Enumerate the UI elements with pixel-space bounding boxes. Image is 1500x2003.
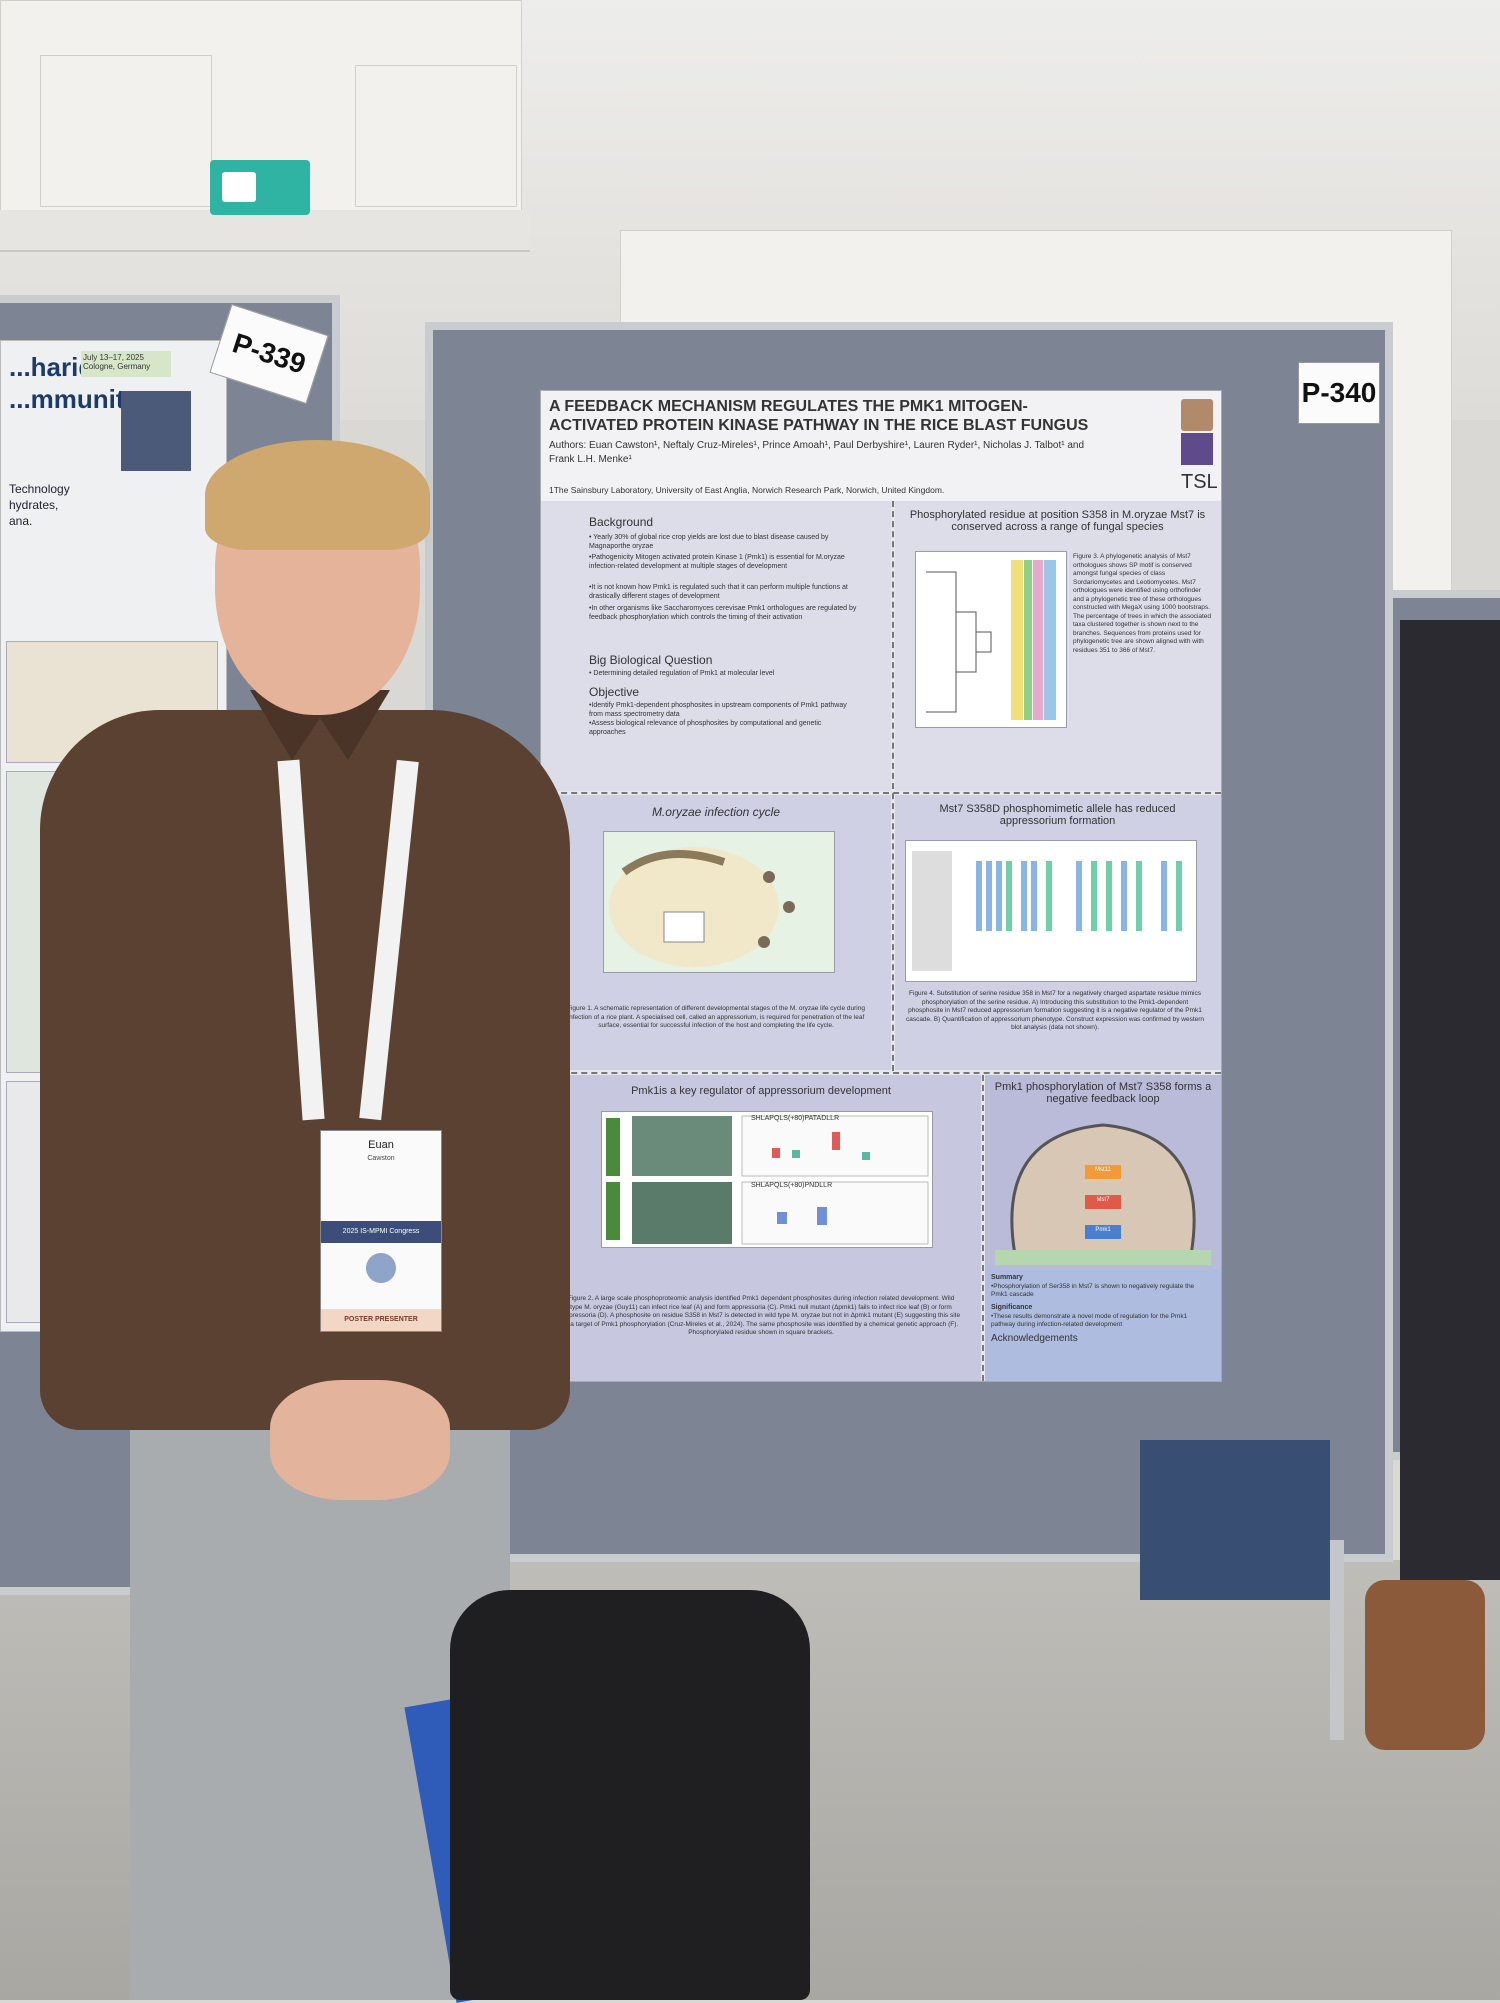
background-bullet: •In other organisms like Saccharomyces c… (589, 605, 857, 621)
phospho-figure-icon (606, 1115, 929, 1245)
infection-cycle-section: M.oryzae infection cycle Figure 1. A sch… (541, 795, 891, 1070)
feedback-heading: Pmk1 phosphorylation of Mst7 S358 forms … (994, 1081, 1212, 1105)
big-question-text: • Determining detailed regulation of Pmk… (589, 670, 775, 677)
background-bullet: •It is not known how Pmk1 is regulated s… (589, 584, 848, 600)
badge-surname: Cawston (367, 1155, 395, 1162)
significance-heading: Significance (991, 1304, 1033, 1311)
section-divider (541, 792, 1221, 794)
phylogenetic-tree-figure (915, 551, 1067, 728)
phospho-sequence-bottom: SHLAPQLS(+80)PNDLLR (751, 1182, 833, 1189)
section-divider (982, 1075, 984, 1381)
pmk1-regulator-figure (601, 1111, 933, 1248)
brown-bag (1365, 1580, 1485, 1750)
objective-text: •Identify Pmk1-dependent phosphosites in… (589, 702, 847, 736)
mst7-heading: Mst7 S358D phosphomimetic allele has red… (939, 803, 1176, 827)
exit-sign-icon (210, 160, 310, 215)
background-person (1400, 620, 1500, 1580)
pmk1-regulator-caption: Figure 2. A large scale phosphoproteomic… (561, 1295, 961, 1336)
phospho-sequence-top: SHLAPQLS(+80)PATADLLR (751, 1115, 840, 1122)
node-mst11: Mst11 (1095, 1167, 1111, 1173)
objective-heading: Objective (589, 685, 640, 699)
wall-vent (40, 55, 212, 207)
poster-number-tag: P-340 (1298, 362, 1380, 424)
node-pmk1: Pmk1 (1095, 1227, 1111, 1233)
phylogenetic-tree-icon (926, 560, 1056, 720)
poster-header: A FEEDBACK MECHANISM REGULATES THE PMK1 … (541, 391, 1221, 501)
left-poster-photo (121, 391, 191, 471)
backpack (450, 1590, 810, 2000)
section-divider (892, 501, 894, 1071)
badge-role: POSTER PRESENTER (344, 1316, 418, 1323)
badge-event: 2025 IS-MPMI Congress (342, 1228, 420, 1235)
left-poster-affiliation: Technology hydrates, ana. (9, 482, 70, 528)
person-hands (270, 1380, 450, 1500)
background-person-legs (1140, 1440, 1330, 1600)
section-divider (541, 1072, 1221, 1074)
background-bullet: • Yearly 30% of global rice crop yields … (589, 534, 829, 550)
background-heading: Background (589, 515, 654, 529)
badge-footer: POSTER PRESENTER (321, 1309, 441, 1331)
pmk1-regulator-section: Pmk1is a key regulator of appressorium d… (541, 1075, 981, 1381)
pmk1-regulator-heading: Pmk1is a key regulator of appressorium d… (631, 1085, 891, 1097)
significance-text: •These results demonstrate a novel mode … (991, 1313, 1188, 1328)
poster-title: A FEEDBACK MECHANISM REGULATES THE PMK1 … (549, 398, 1089, 434)
left-poster-date: July 13–17, 2025 Cologne, Germany (81, 351, 171, 377)
name-badge: Euan Cawston 2025 IS-MPMI Congress POSTE… (320, 1130, 442, 1332)
feedback-loop-diagram-icon (995, 1123, 1211, 1265)
badge-band: 2025 IS-MPMI Congress (321, 1221, 441, 1243)
life-cycle-diagram-icon (604, 832, 834, 972)
acknowledgements-heading: Acknowledgements (991, 1333, 1078, 1344)
infection-cycle-figure (603, 831, 835, 973)
phylogeny-heading: Phosphorylated residue at position S358 … (909, 509, 1206, 533)
poster-affiliation: 1The Sainsbury Laboratory, University of… (549, 485, 945, 495)
big-question-heading: Big Biological Question (589, 653, 713, 667)
summary-box: Summary •Phosphorylation of Ser358 in Ms… (985, 1269, 1221, 1381)
phylogeny-section: Phosphorylated residue at position S358 … (895, 501, 1221, 791)
person-hair (205, 440, 430, 550)
institute-logo-icon (1181, 433, 1213, 465)
summary-heading: Summary (991, 1274, 1023, 1281)
phylogeny-caption: Figure 3. A phylogenetic analysis of Mst… (1073, 553, 1212, 654)
research-poster: A FEEDBACK MECHANISM REGULATES THE PMK1 … (540, 390, 1222, 1382)
wall-vent (355, 65, 517, 207)
poster-authors: Authors: Euan Cawston¹, Neftaly Cruz-Mir… (549, 440, 1085, 465)
badge-name: Euan (368, 1139, 394, 1151)
ceiling-ledge (0, 210, 530, 252)
feedback-section: Pmk1 phosphorylation of Mst7 S358 forms … (985, 1075, 1221, 1381)
summary-text: •Phosphorylation of Ser358 in Mst7 is sh… (991, 1283, 1195, 1298)
mst7-caption: Figure 4. Substitution of serine residue… (905, 990, 1205, 1031)
background-bullet: •Pathogenicity Mitogen activated protein… (589, 554, 845, 570)
mst7-bar-figure-icon (912, 851, 1182, 971)
node-mst7: Mst7 (1096, 1197, 1110, 1203)
infection-cycle-heading: M.oryzae infection cycle (651, 805, 781, 819)
mst7-figure (905, 840, 1197, 982)
mst7-section: Mst7 S358D phosphomimetic allele has red… (895, 795, 1221, 1070)
infection-cycle-caption: Figure 1. A schematic representation of … (567, 1005, 865, 1029)
background-section: Background • Yearly 30% of global rice c… (541, 501, 891, 791)
author-photo (1181, 399, 1213, 431)
tsl-logo: TSL (1181, 471, 1218, 493)
congress-logo-icon (366, 1253, 396, 1283)
board-stand-leg (1330, 1540, 1344, 1740)
